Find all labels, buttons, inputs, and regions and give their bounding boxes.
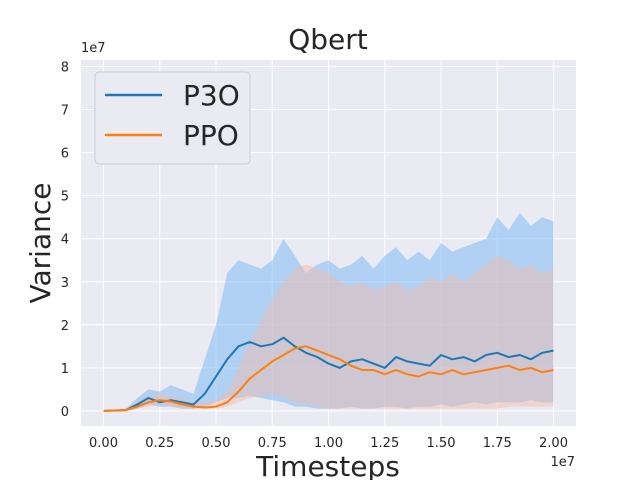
y-tick-label: 0 <box>61 405 69 420</box>
x-tick-label: 1.50 <box>427 436 456 451</box>
x-multiplier-label: 1e7 <box>550 455 575 470</box>
x-tick-label: 0.50 <box>202 436 231 451</box>
y-tick-label: 1 <box>61 362 69 377</box>
x-tick-label: 0.25 <box>145 436 174 451</box>
legend: P3O PPO <box>94 71 251 165</box>
y-tick-label: 8 <box>61 60 69 75</box>
y-tick-label: 4 <box>61 233 69 248</box>
ppo-variance-band <box>103 255 554 411</box>
ppo-series-line <box>103 345 554 412</box>
x-tick-label: 1.25 <box>370 436 399 451</box>
x-tick-label: 1.75 <box>483 436 512 451</box>
x-tick-label: 1.00 <box>314 436 343 451</box>
x-tick-labels: 0.00 0.25 0.50 0.75 1.00 1.25 1.50 1.75 2.00 <box>89 436 568 451</box>
y-tick-label: 7 <box>61 104 69 119</box>
x-axis-label: Timesteps <box>255 450 400 480</box>
y-multiplier-label: 1e7 <box>81 41 106 56</box>
y-tick-labels: 0 1 2 3 4 5 6 7 8 <box>61 60 69 419</box>
y-tick-label: 5 <box>61 190 69 205</box>
p3o-series-line <box>103 336 554 412</box>
x-tick-label: 0.75 <box>258 436 287 451</box>
confidence-bands <box>103 212 554 411</box>
y-tick-label: 6 <box>61 147 69 162</box>
y-tick-label: 3 <box>61 276 69 291</box>
y-tick-label: 2 <box>61 319 69 334</box>
p3o-variance-band <box>103 212 554 411</box>
series-lines <box>103 336 554 412</box>
x-tick-label: 0.00 <box>89 436 118 451</box>
legend-p3o-label: P3O <box>183 79 240 112</box>
x-tick-label: 2.00 <box>539 436 568 451</box>
y-axis-label: Variance <box>24 183 57 304</box>
legend-ppo-label: PPO <box>183 119 239 152</box>
chart-title: Qbert <box>288 23 368 56</box>
